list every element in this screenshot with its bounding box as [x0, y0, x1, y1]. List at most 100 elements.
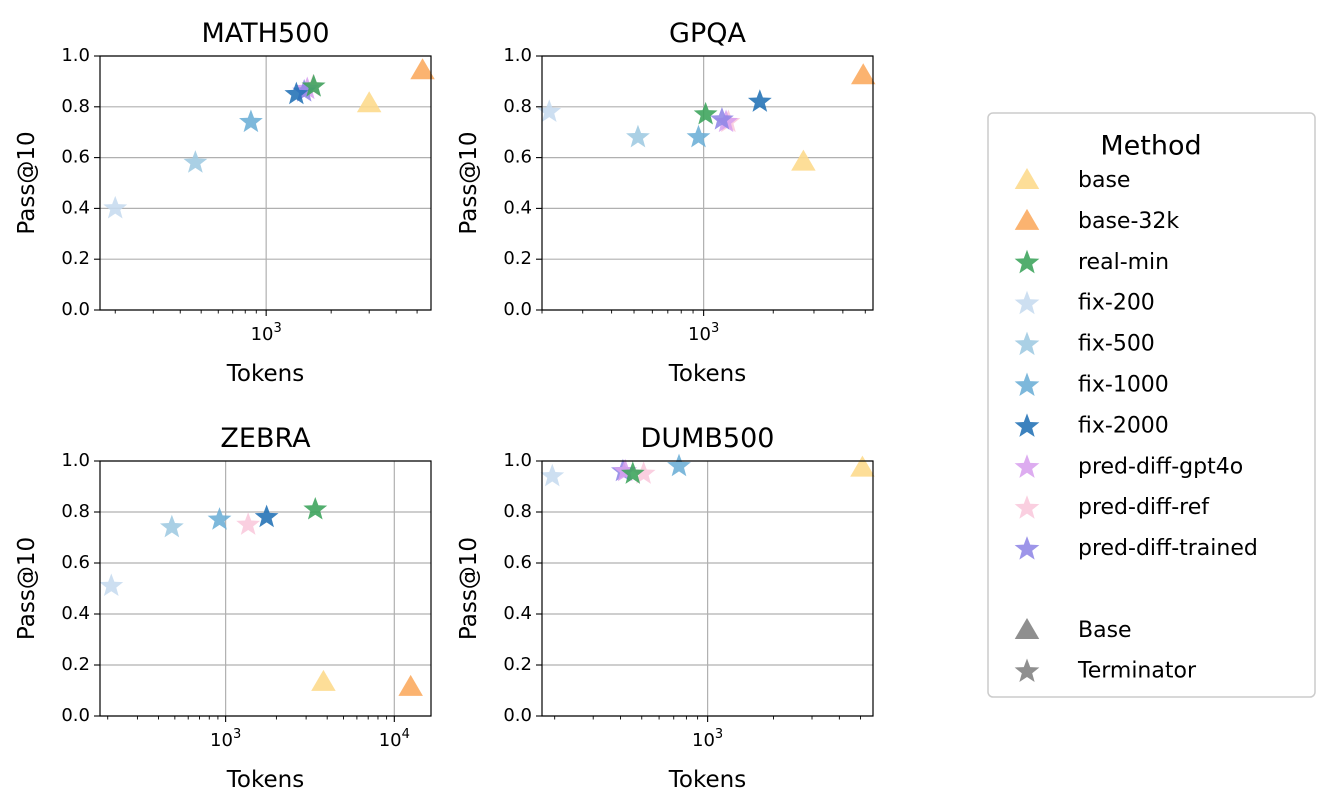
point-fix-200	[103, 195, 128, 219]
point-real-min	[301, 73, 326, 97]
y-tick-label: 0.4	[503, 603, 532, 624]
x-tick-label: 103	[210, 727, 241, 751]
legend-marker-fix-500	[1014, 331, 1040, 356]
y-tick-label: 0.6	[503, 552, 532, 573]
point-fix-200	[99, 573, 124, 597]
y-tick-label: 1.0	[61, 45, 90, 66]
panel-title: GPQA	[669, 18, 746, 49]
x-axis-label: Tokens	[668, 767, 746, 793]
legend-marker-base	[1014, 617, 1040, 639]
point-fix-500	[626, 124, 650, 148]
point-fix-1000	[686, 124, 711, 148]
axes-frame	[99, 55, 432, 311]
legend-item-fix-2000: fix-2000	[1014, 413, 1169, 438]
y-tick-label: 0.6	[61, 147, 90, 168]
legend-label: base	[1078, 168, 1130, 193]
legend: Method base base-32k real-min fix-200 fix-50…	[987, 112, 1316, 698]
legend-label: Terminator	[1077, 659, 1197, 684]
legend-marker-base-32k	[1014, 208, 1040, 230]
point-base	[850, 455, 875, 477]
legend-label: real-min	[1078, 250, 1169, 275]
panel-title: ZEBRA	[220, 423, 311, 454]
legend-marker-pred-diff-ref	[1014, 495, 1040, 519]
y-tick-label: 0.4	[61, 603, 90, 624]
legend-marker-pred-diff-trained	[1014, 536, 1040, 560]
point-pred-diff-ref	[236, 512, 261, 535]
point-fix-2000	[254, 504, 279, 528]
legend-label: fix-200	[1078, 291, 1155, 316]
y-tick-label: 0.6	[503, 147, 532, 168]
panel-zebra: 0.0 0.2 0.4 0.6 0.8 1.0 103 104 ZEBRA Tokens Pa…	[14, 423, 432, 793]
legend-marker-fix-1000	[1014, 372, 1040, 397]
y-axis-label: Pass@10	[456, 537, 482, 640]
legend-item-fix-200: fix-200	[1014, 290, 1155, 316]
point-fix-1000	[207, 507, 232, 530]
legend-title: Method	[1100, 131, 1201, 162]
legend-marker-pred-diff-gpt4o	[1014, 454, 1040, 478]
legend-item-real-min: real-min	[1014, 249, 1169, 275]
legend-key-terminator: Terminator	[1014, 658, 1197, 684]
x-tick-label: 103	[688, 321, 719, 345]
point-base	[356, 91, 382, 113]
legend-label: pred-diff-ref	[1078, 495, 1210, 520]
y-tick-label: 1.0	[503, 450, 532, 471]
y-tick-label: 0.2	[61, 248, 90, 269]
y-tick-label: 0.8	[503, 501, 532, 522]
legend-label: base-32k	[1078, 209, 1179, 234]
point-real-min	[303, 496, 328, 520]
point-fix-200	[540, 463, 565, 487]
y-tick-label: 0.0	[61, 705, 90, 726]
legend-marker-terminator	[1014, 658, 1040, 683]
y-axis-label: Pass@10	[14, 537, 40, 640]
point-base-32k	[398, 674, 423, 696]
legend-marker-fix-200	[1014, 290, 1040, 315]
point-fix-2000	[284, 81, 309, 105]
legend-label: fix-500	[1078, 332, 1155, 357]
axes-frame	[99, 460, 432, 717]
legend-label: fix-1000	[1078, 373, 1169, 398]
panel-gpqa: 0.0 0.2 0.4 0.6 0.8 1.0 103 GPQA Tokens Pass@1…	[456, 18, 876, 387]
y-tick-label: 1.0	[503, 45, 532, 66]
legend-item-fix-500: fix-500	[1014, 331, 1155, 357]
legend-label: pred-diff-trained	[1078, 536, 1258, 561]
point-base-32k	[850, 63, 876, 85]
legend-item-pred-diff-trained: pred-diff-trained	[1014, 536, 1258, 561]
legend-marker-real-min	[1014, 249, 1040, 274]
y-tick-label: 0.2	[61, 654, 90, 675]
legend-item-base: base	[1014, 167, 1130, 193]
panel-math500: 0.0 0.2 0.4 0.6 0.8 1.0 103 MATH500 Tokens Pas…	[14, 18, 435, 387]
point-fix-2000	[747, 89, 772, 112]
point-pred-diff-ref	[631, 461, 656, 484]
point-fix-1000	[239, 109, 263, 133]
legend-item-base-32k: base-32k	[1014, 208, 1179, 234]
legend-label: pred-diff-gpt4o	[1078, 454, 1243, 479]
axes-frame	[541, 460, 874, 717]
x-axis-label: Tokens	[226, 767, 304, 793]
x-tick-label: 104	[379, 727, 410, 751]
x-tick-label: 103	[251, 321, 282, 345]
panel-title: MATH500	[202, 18, 330, 49]
y-tick-label: 0.4	[61, 197, 90, 218]
legend-item-pred-diff-gpt4o: pred-diff-gpt4o	[1014, 454, 1243, 479]
point-fix-1000	[667, 453, 691, 477]
point-fix-200	[537, 99, 562, 122]
point-real-min	[693, 101, 718, 125]
y-tick-label: 0.8	[61, 96, 90, 117]
x-tick-label: 103	[692, 727, 723, 751]
legend-key-base: Base	[1014, 617, 1132, 643]
y-tick-label: 0.8	[61, 501, 90, 522]
y-tick-label: 0.0	[503, 299, 532, 320]
legend-item-pred-diff-ref: pred-diff-ref	[1014, 495, 1210, 520]
point-base	[791, 149, 816, 171]
point-base	[311, 669, 336, 691]
y-tick-label: 0.4	[503, 197, 532, 218]
point-fix-500	[183, 150, 208, 173]
legend-label: Base	[1078, 618, 1132, 643]
y-tick-label: 0.2	[503, 248, 532, 269]
x-axis-label: Tokens	[668, 361, 746, 387]
legend-item-fix-1000: fix-1000	[1014, 372, 1169, 398]
y-axis-label: Pass@10	[14, 131, 40, 234]
y-tick-label: 0.0	[61, 299, 90, 320]
axes-frame	[541, 55, 874, 311]
